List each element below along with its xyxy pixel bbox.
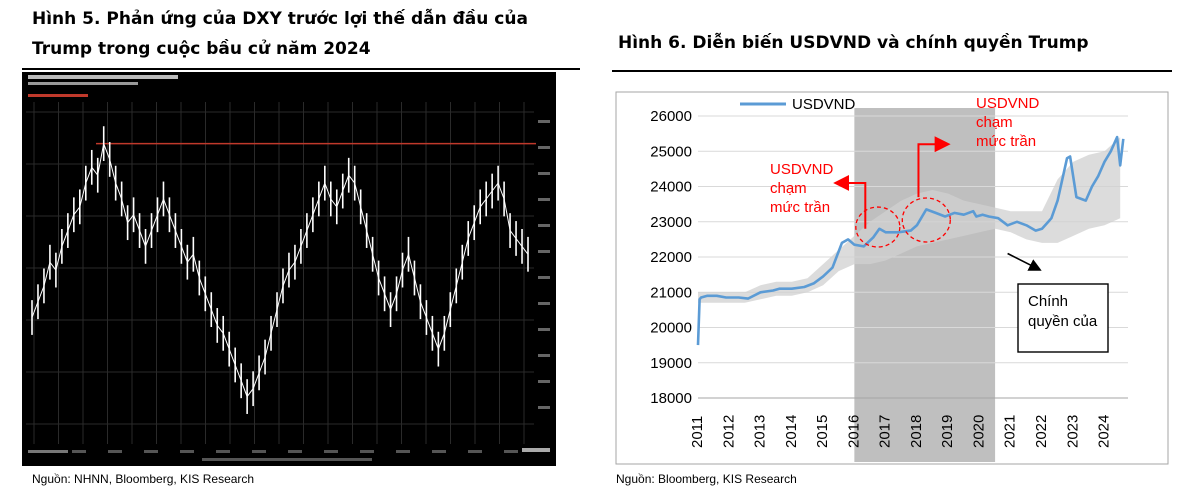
bottom-axis-tick-label [252, 450, 266, 453]
x-tick-label: 2018 [908, 415, 925, 448]
highlight-circle-right [901, 197, 951, 243]
right-axis-tick-label [538, 120, 550, 123]
right-axis-tick-label [538, 328, 550, 331]
price-line [31, 141, 529, 398]
x-tick-label: 2012 [720, 415, 737, 448]
legend-label: USDVND [792, 96, 856, 113]
usdvnd-chart: 18000 19000 20000 21000 22000 23000 24000 25000… [612, 88, 1172, 468]
bottom-axis-tick-label [144, 450, 158, 453]
right-axis-tick-label [538, 276, 550, 279]
dxy-chart-svg [26, 75, 550, 461]
bottom-axis-tick-label [468, 450, 482, 453]
x-tick-label: 2013 [752, 415, 769, 448]
x-tick-label: 2017 [877, 415, 894, 448]
bottom-axis-tick-label [108, 450, 122, 453]
callout-box [1017, 283, 1109, 353]
annotation-right-text: mức trần [976, 133, 1036, 150]
right-axis-tick-label [538, 250, 550, 253]
y-tick-label: 21000 [650, 284, 692, 301]
bottom-axis-tick-label [360, 450, 374, 453]
annotation-right-text: chạm [976, 114, 1013, 131]
bottom-axis-tick-label [180, 450, 194, 453]
y-tick-label: 19000 [650, 355, 692, 372]
right-axis-tick-label [538, 172, 550, 175]
right-source-note: Nguồn: Bloomberg, KIS Research [616, 472, 797, 486]
y-tick-label: 18000 [650, 390, 692, 407]
right-axis-tick-label [538, 406, 550, 409]
callout-line1: Chính [1028, 293, 1068, 310]
y-tick-label: 22000 [650, 249, 692, 266]
right-figure-title: Hình 6. Diễn biến USDVND và chính quyền … [618, 33, 1089, 53]
x-tick-label: 2023 [1064, 415, 1081, 448]
legend-swatch [28, 94, 88, 97]
band-area [698, 137, 1121, 303]
footer-text [202, 458, 372, 461]
bloomberg-logo [522, 448, 550, 452]
y-tick-label: 25000 [650, 143, 692, 160]
right-title-rule [612, 70, 1172, 72]
footer-text [28, 450, 68, 453]
right-axis-tick-label [538, 380, 550, 383]
y-tick-label: 24000 [650, 179, 692, 196]
callout-arrow [1007, 252, 1042, 271]
bottom-axis-tick-label [216, 450, 230, 453]
bottom-axis-tick-label [504, 450, 518, 453]
left-title-line2: Trump trong cuộc bầu cử năm 2024 [32, 39, 371, 59]
x-tick-label: 2014 [783, 415, 800, 448]
left-title-rule [22, 68, 580, 70]
x-tick-label: 2011 [689, 416, 706, 448]
bottom-axis-tick-label [72, 450, 86, 453]
annotation-left-text: mức trần [770, 199, 830, 216]
left-source-note: Nguồn: NHNN, Bloomberg, KIS Research [32, 472, 255, 486]
x-tick-label: 2015 [814, 415, 831, 448]
y-tick-label: 20000 [650, 320, 692, 337]
annotation-left-text: chạm [770, 180, 807, 197]
x-tick-label: 2024 [1096, 415, 1113, 448]
usdvnd-chart-svg: 18000 19000 20000 21000 22000 23000 24000 25000… [615, 91, 1169, 465]
trump-period-shade [854, 108, 996, 462]
highlight-circle-left [855, 206, 901, 248]
right-axis-tick-label [538, 146, 550, 149]
header-text-line-1 [28, 75, 178, 79]
right-axis-tick-label [538, 224, 550, 227]
left-title-line1: Hình 5. Phản ứng của DXY trước lợi thế d… [32, 9, 528, 29]
right-axis-tick-label [538, 198, 550, 201]
header-text-line-2 [28, 82, 138, 85]
annotation-right-arrow [917, 136, 951, 198]
right-axis-tick-label [538, 354, 550, 357]
bottom-axis-tick-label [288, 450, 302, 453]
bottom-axis-tick-label [324, 450, 338, 453]
x-tick-label: 2022 [1033, 415, 1050, 448]
annotation-left-text: USDVND [770, 161, 834, 178]
right-axis-tick-label [538, 302, 550, 305]
x-tick-label: 2021 [1002, 415, 1019, 448]
bottom-axis-tick-label [396, 450, 410, 453]
bottom-axis-tick-label [432, 450, 446, 453]
x-tick-label: 2019 [939, 415, 956, 448]
annotation-left-arrow [833, 174, 867, 229]
x-tick-label: 2016 [845, 415, 862, 448]
y-tick-label: 26000 [650, 108, 692, 125]
usdvnd-line [696, 135, 1125, 346]
x-tick-label: 2020 [970, 415, 987, 448]
annotation-right-text: USDVND [976, 95, 1040, 112]
y-tick-label: 23000 [650, 214, 692, 231]
left-figure-title: Hình 5. Phản ứng của DXY trước lợi thế d… [32, 4, 592, 64]
dxy-bloomberg-chart [22, 72, 556, 466]
callout-line2: quyền của [1028, 313, 1098, 330]
